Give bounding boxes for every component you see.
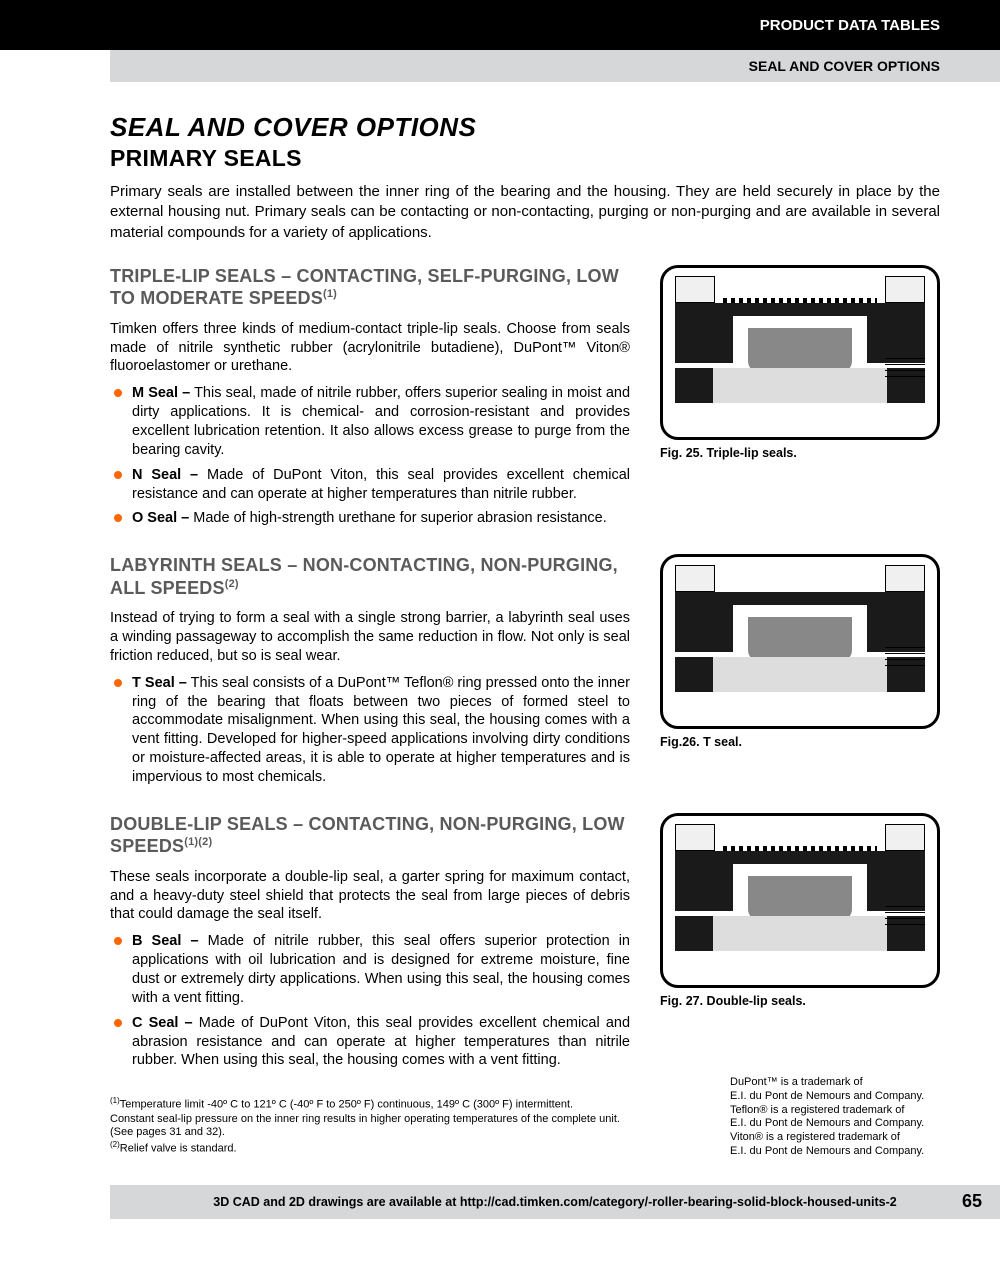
trademark-note: DuPont™ is a trademark of E.I. du Pont d… xyxy=(730,1076,940,1159)
section-heading: LABYRINTH SEALS – NON-CONTACTING, NON-PU… xyxy=(110,554,630,599)
text-column: LABYRINTH SEALS – NON-CONTACTING, NON-PU… xyxy=(110,554,630,793)
section-title-italic: SEAL AND COVER OPTIONS xyxy=(110,112,940,143)
header-black-bar: PRODUCT DATA TABLES xyxy=(0,0,1000,50)
text-column: TRIPLE-LIP SEALS – CONTACTING, SELF-PURG… xyxy=(110,265,630,534)
seal-list: B Seal – Made of nitrile rubber, this se… xyxy=(110,932,630,1070)
content-area: SEAL AND COVER OPTIONS PRIMARY SEALS Pri… xyxy=(0,82,1000,1167)
page: PRODUCT DATA TABLES SEAL AND COVER OPTIO… xyxy=(0,0,1000,1219)
figure-column: Fig.26. T seal. xyxy=(660,554,940,793)
figure-double-lip xyxy=(660,813,940,988)
figure-column: Fig. 25. Triple-lip seals. xyxy=(660,265,940,534)
figure-caption: Fig. 25. Triple-lip seals. xyxy=(660,446,940,460)
section-paragraph: These seals incorporate a double-lip sea… xyxy=(110,868,630,925)
footer-text: 3D CAD and 2D drawings are available at … xyxy=(213,1195,896,1209)
list-item: B Seal – Made of nitrile rubber, this se… xyxy=(110,932,630,1007)
seal-list: M Seal – This seal, made of nitrile rubb… xyxy=(110,384,630,528)
footnote-2: (2)Relief valve is standard. xyxy=(110,1140,620,1156)
section-paragraph: Timken offers three kinds of medium-cont… xyxy=(110,320,630,377)
list-item: C Seal – Made of DuPont Viton, this seal… xyxy=(110,1014,630,1071)
list-item: M Seal – This seal, made of nitrile rubb… xyxy=(110,384,630,459)
footnotes: (1)Temperature limit -40º C to 121º C (-… xyxy=(110,1096,620,1156)
section-paragraph: Instead of trying to form a seal with a … xyxy=(110,609,630,666)
list-item: N Seal – Made of DuPont Viton, this seal… xyxy=(110,466,630,504)
section-double-lip: DOUBLE-LIP SEALS – CONTACTING, NON-PURGI… xyxy=(110,813,940,1076)
intro-paragraph: Primary seals are installed between the … xyxy=(110,182,940,243)
section-heading: TRIPLE-LIP SEALS – CONTACTING, SELF-PURG… xyxy=(110,265,630,310)
section-title-primary: PRIMARY SEALS xyxy=(110,145,940,172)
seal-list: T Seal – This seal consists of a DuPont™… xyxy=(110,674,630,787)
section-labyrinth: LABYRINTH SEALS – NON-CONTACTING, NON-PU… xyxy=(110,554,940,793)
footer-bar: 3D CAD and 2D drawings are available at … xyxy=(110,1185,1000,1219)
footnote-1: (1)Temperature limit -40º C to 121º C (-… xyxy=(110,1096,620,1140)
list-item: T Seal – This seal consists of a DuPont™… xyxy=(110,674,630,787)
header-grey-text: SEAL AND COVER OPTIONS xyxy=(749,58,940,74)
header-black-text: PRODUCT DATA TABLES xyxy=(760,17,940,34)
section-heading: DOUBLE-LIP SEALS – CONTACTING, NON-PURGI… xyxy=(110,813,630,858)
figure-column: Fig. 27. Double-lip seals. xyxy=(660,813,940,1076)
figure-caption: Fig.26. T seal. xyxy=(660,735,940,749)
list-item: O Seal – Made of high-strength urethane … xyxy=(110,509,630,528)
header-grey-bar: SEAL AND COVER OPTIONS xyxy=(110,50,1000,82)
text-column: DOUBLE-LIP SEALS – CONTACTING, NON-PURGI… xyxy=(110,813,630,1076)
figure-caption: Fig. 27. Double-lip seals. xyxy=(660,994,940,1008)
figure-t-seal xyxy=(660,554,940,729)
figure-triple-lip xyxy=(660,265,940,440)
page-number: 65 xyxy=(962,1191,982,1212)
section-triple-lip: TRIPLE-LIP SEALS – CONTACTING, SELF-PURG… xyxy=(110,265,940,534)
